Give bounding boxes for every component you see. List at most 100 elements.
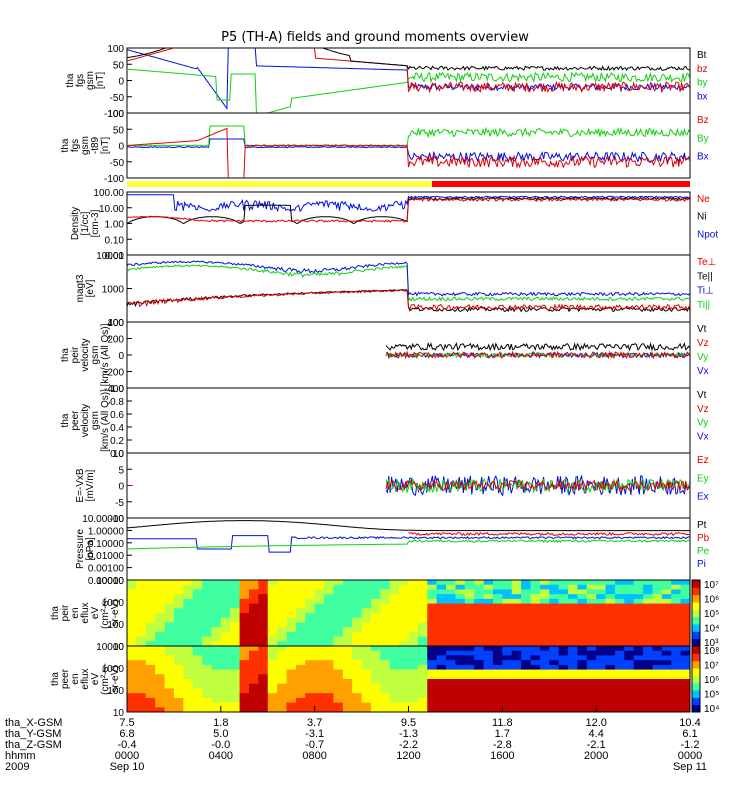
- heatmap-cell: [455, 631, 466, 638]
- heatmap-cell: [352, 669, 363, 675]
- heatmap-cell: [427, 646, 438, 652]
- heatmap-cell: [258, 697, 269, 704]
- heatmap-cell: [661, 608, 672, 614]
- heatmap-cell: [183, 688, 194, 694]
- y-tick-label: -400: [104, 384, 124, 395]
- heatmap-cell: [267, 598, 278, 605]
- heatmap-cell: [624, 617, 635, 623]
- heatmap-cell: [342, 688, 353, 694]
- heatmap-cell: [427, 580, 438, 586]
- heatmap-cell: [136, 598, 147, 605]
- heatmap-cell: [614, 594, 625, 600]
- heatmap-cell: [605, 674, 616, 680]
- heatmap-cell: [427, 584, 438, 590]
- heatmap-cell: [192, 674, 203, 680]
- heatmap-cell: [155, 683, 166, 689]
- heatmap-cell: [539, 664, 550, 671]
- heatmap-cell: [164, 655, 175, 661]
- heatmap-cell: [558, 598, 569, 605]
- heatmap-cell: [643, 669, 653, 675]
- colorbar-step: [692, 631, 700, 640]
- heatmap-cell: [417, 655, 428, 661]
- x-tick-label-hhmm: 1200: [396, 750, 420, 762]
- heatmap-cell: [492, 584, 503, 590]
- heatmap-cell: [305, 641, 316, 647]
- heatmap-cell: [389, 650, 400, 656]
- heatmap-cell: [549, 679, 560, 685]
- heatmap-cell: [446, 650, 456, 656]
- heatmap-cell: [417, 683, 428, 689]
- heatmap-cell: [530, 669, 541, 675]
- heatmap-cell: [342, 664, 353, 671]
- heatmap-cell: [614, 613, 625, 619]
- heatmap-cell: [145, 669, 156, 675]
- heatmap-cell: [671, 631, 682, 638]
- heatmap-cell: [286, 660, 297, 666]
- heatmap-cell: [586, 622, 597, 628]
- heatmap-cell: [577, 598, 588, 605]
- heatmap-cell: [521, 641, 531, 647]
- heatmap-cell: [661, 664, 672, 671]
- heatmap-cell: [558, 697, 569, 704]
- heatmap-cell: [192, 669, 203, 675]
- heatmap-cell: [258, 650, 269, 656]
- heatmap-cell: [661, 641, 672, 647]
- heatmap-cell: [361, 617, 372, 623]
- heatmap-cell: [408, 580, 419, 586]
- heatmap-cell: [492, 594, 503, 600]
- heatmap-cell: [389, 655, 400, 661]
- y-axis-label-line: velocity: [80, 404, 91, 437]
- heatmap-cell: [230, 669, 241, 675]
- heatmap-cell: [408, 584, 419, 590]
- heatmap-cell: [643, 702, 653, 708]
- series-Pe: [127, 539, 690, 550]
- heatmap-cell: [324, 594, 334, 600]
- heatmap-cell: [295, 707, 306, 713]
- heatmap-cell: [239, 622, 250, 628]
- heatmap-cell: [361, 707, 372, 713]
- heatmap-cell: [568, 646, 578, 652]
- y-axis-label-line: velocity: [80, 338, 91, 371]
- heatmap-cell: [474, 598, 485, 605]
- heatmap-cell: [558, 664, 569, 671]
- heatmap-cell: [314, 617, 325, 623]
- heatmap-cell: [202, 707, 212, 713]
- heatmap-cell: [324, 580, 334, 586]
- heatmap-cell: [324, 679, 334, 685]
- heatmap-cell: [342, 580, 353, 586]
- heatmap-cell: [314, 660, 325, 666]
- heatmap-cell: [136, 636, 147, 642]
- heatmap-cell: [643, 631, 653, 638]
- heatmap-cell: [389, 674, 400, 680]
- heatmap-cell: [661, 622, 672, 628]
- heatmap-cell: [399, 598, 409, 605]
- heatmap-cell: [624, 584, 635, 590]
- heatmap-cell: [342, 707, 353, 713]
- heatmap-cell: [492, 707, 503, 713]
- y-tick-label: 10000: [96, 576, 124, 587]
- heatmap-cell: [464, 636, 475, 642]
- heatmap-cell: [192, 627, 203, 633]
- heatmap-cell: [145, 683, 156, 689]
- heatmap-cell: [483, 594, 494, 600]
- heatmap-cell: [136, 650, 147, 656]
- heatmap-cell: [474, 613, 485, 619]
- heatmap-cell: [680, 646, 691, 652]
- heatmap-cell: [502, 697, 513, 704]
- heatmap-cell: [652, 631, 663, 638]
- heatmap-cell: [455, 655, 466, 661]
- heatmap-cell: [417, 669, 428, 675]
- heatmap-cell: [277, 631, 288, 638]
- heatmap-cell: [596, 655, 607, 661]
- heatmap-cell: [248, 589, 259, 595]
- heatmap-cell: [680, 707, 691, 713]
- heatmap-cell: [661, 631, 672, 638]
- heatmap-cell: [277, 627, 288, 633]
- heatmap-cell: [239, 636, 250, 642]
- heatmap-cell: [389, 589, 400, 595]
- heatmap-cell: [614, 603, 625, 609]
- heatmap-cell: [286, 631, 297, 638]
- series-Vz: [385, 350, 690, 360]
- heatmap-cell: [370, 688, 381, 694]
- heatmap-cell: [211, 669, 222, 675]
